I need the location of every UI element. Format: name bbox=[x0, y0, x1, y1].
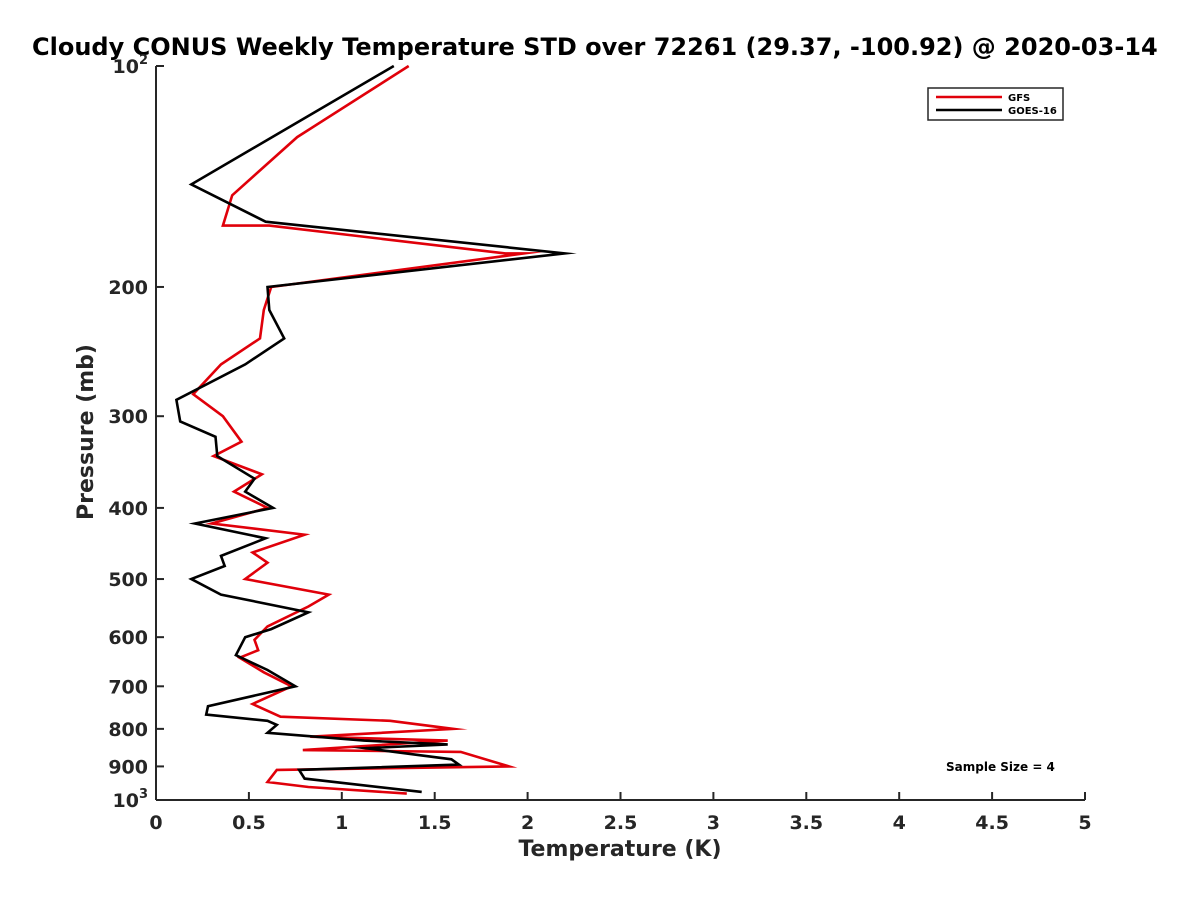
x-tick-label: 5 bbox=[1078, 812, 1091, 834]
x-tick-label: 3.5 bbox=[789, 812, 823, 834]
x-tick-label: 0.5 bbox=[232, 812, 266, 834]
y-tick-label: 600 bbox=[108, 627, 148, 649]
x-tick-label: 4 bbox=[893, 812, 906, 834]
legend-box bbox=[927, 87, 1064, 121]
y-tick-label: 103 bbox=[113, 787, 149, 812]
legend: GFS GOES-16 bbox=[927, 87, 1064, 121]
chart-title: Cloudy CONUS Weekly Temperature STD over… bbox=[32, 33, 1158, 61]
legend-label: GFS bbox=[1008, 93, 1030, 104]
x-tick-label: 1 bbox=[335, 812, 348, 834]
series-layer bbox=[174, 64, 577, 795]
x-axis-label: Temperature (K) bbox=[518, 837, 721, 862]
sample-size-annotation: Sample Size = 4 bbox=[946, 760, 1055, 774]
x-tick-label: 1.5 bbox=[418, 812, 452, 834]
y-axis-label: Pressure (mb) bbox=[74, 344, 99, 520]
x-tick-label: 2 bbox=[521, 812, 534, 834]
x-tick-label: 4.5 bbox=[975, 812, 1009, 834]
legend-label: GOES-16 bbox=[1008, 106, 1057, 117]
y-tick-label: 700 bbox=[108, 676, 148, 698]
x-axis-ticks: 0 0.5 1 1.5 2 2.5 3 3.5 4 4.5 5 bbox=[149, 792, 1092, 834]
x-tick-label: 2.5 bbox=[604, 812, 638, 834]
y-tick-label: 800 bbox=[108, 719, 148, 741]
y-tick-label: 200 bbox=[108, 277, 148, 299]
plot-area bbox=[156, 66, 1085, 800]
x-tick-label: 0 bbox=[149, 812, 162, 834]
y-axis-ticks: 102 200 300 400 500 600 700 800 900 103 bbox=[108, 53, 164, 812]
x-tick-label: 3 bbox=[707, 812, 720, 834]
y-tick-label: 900 bbox=[108, 756, 148, 778]
y-tick-label: 300 bbox=[108, 406, 148, 428]
y-tick-label: 102 bbox=[113, 53, 149, 78]
series-line-gfs bbox=[191, 64, 544, 795]
series-line-goes-16 bbox=[174, 64, 577, 794]
y-tick-label: 500 bbox=[108, 569, 148, 591]
y-tick-label: 400 bbox=[108, 498, 148, 520]
